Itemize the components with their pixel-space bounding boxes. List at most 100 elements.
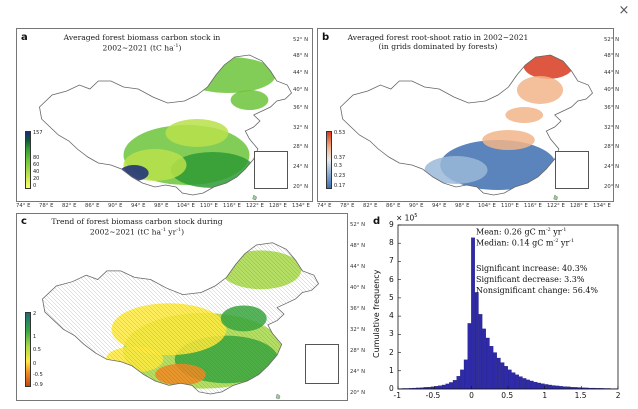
- panel-c-south-sea-inset: [305, 344, 339, 384]
- stat-nonsignificant-change: Nonsignificant change: 56.4%: [476, 286, 599, 295]
- panel-c-cb-label: -0.5: [33, 372, 43, 378]
- panel-a-title-line2: 2002~2021 (tC ha-1): [102, 43, 182, 53]
- histogram-bar: [515, 374, 519, 390]
- x-tick-label: 0: [469, 391, 474, 400]
- lon-label: 82° E: [363, 203, 378, 209]
- panel-b-cb-label: 0.17: [334, 183, 346, 189]
- histogram-bar: [496, 357, 501, 390]
- y-tick-label: 4: [389, 311, 394, 321]
- panel-b-cb-label: 0.23: [334, 173, 346, 179]
- lon-label: 94° E: [131, 203, 146, 209]
- panel-letter-a: a: [21, 32, 28, 43]
- panel-c-cb-label: 0: [33, 361, 37, 367]
- lat-label: 20° N: [604, 184, 620, 190]
- panel-b-south-sea-inset: [555, 151, 589, 189]
- histogram-bar: [526, 379, 530, 390]
- histogram-bar: [438, 385, 442, 390]
- lat-label: 32° N: [293, 125, 309, 131]
- histogram-bar: [500, 362, 505, 390]
- trend-map: [42, 242, 319, 400]
- lat-label: 36° N: [604, 105, 620, 111]
- panel-b-cb-label: 0.53: [334, 130, 346, 136]
- lat-label: 48° N: [604, 53, 620, 59]
- histogram-bar: [452, 380, 457, 390]
- panel-b-title-line2: (in grids dominated by forests): [378, 42, 498, 51]
- panel-a-cb-label: 40: [33, 169, 40, 175]
- x-tick-label: 1.5: [574, 391, 587, 400]
- histogram-bar: [551, 385, 556, 390]
- histogram-bar: [548, 384, 552, 390]
- histogram-bar: [533, 381, 538, 390]
- stat-significant-decrease: Significant decrease: 3.3%: [476, 275, 585, 284]
- histogram-plot: [397, 224, 619, 390]
- histogram-bar: [478, 314, 483, 390]
- panel-a-cb-label: 80: [33, 155, 40, 161]
- biomass-map: [39, 54, 292, 201]
- lon-label: 90° E: [409, 203, 424, 209]
- lon-label: 128° E: [570, 203, 588, 209]
- x-tick-label: 1: [542, 391, 548, 400]
- panel-c-colorbar: [25, 312, 31, 387]
- y-tick-label: 0: [389, 384, 394, 393]
- panel-c-cb-label: 0.5: [33, 347, 41, 353]
- lon-label: 116° E: [524, 203, 542, 209]
- panel-letter-d: d: [373, 216, 381, 227]
- histogram-bar: [537, 382, 541, 390]
- histogram-bar: [467, 323, 472, 390]
- histogram-bar: [445, 383, 450, 390]
- lon-label: 98° E: [154, 203, 169, 209]
- lat-label: 48° N: [293, 53, 309, 59]
- lon-label: 122° E: [246, 203, 264, 209]
- panel-a-cb-label: 157: [33, 130, 43, 136]
- histogram-bar: [518, 376, 523, 390]
- lon-label: 78° E: [39, 203, 54, 209]
- histogram-bar: [485, 337, 490, 390]
- panel-b-root-shoot-map: b Averaged forest root-shoot ratio in 20…: [317, 28, 614, 202]
- histogram-bar: [471, 237, 475, 390]
- y-tick-label: 3: [389, 329, 394, 339]
- lat-label: 52° N: [604, 37, 620, 43]
- lon-label: 110° E: [200, 203, 218, 209]
- lat-label: 32° N: [350, 327, 366, 333]
- lat-label: 44° N: [293, 70, 309, 76]
- y-tick-label: 8: [389, 238, 394, 248]
- lon-label: 128° E: [269, 203, 287, 209]
- panel-c-cb-label: -0.9: [33, 382, 43, 388]
- lon-label: 86° E: [386, 203, 401, 209]
- histogram-bar: [544, 384, 549, 390]
- lat-label: 40° N: [293, 87, 309, 93]
- histogram-bar: [507, 369, 512, 390]
- lat-label: 28° N: [604, 144, 620, 150]
- y-tick-label: 5: [389, 292, 394, 302]
- lon-label: 86° E: [85, 203, 100, 209]
- stat-significant-increase: Significant increase: 40.3%: [476, 264, 588, 273]
- lon-label: 74° E: [317, 203, 332, 209]
- histogram-bar: [555, 385, 560, 390]
- lat-label: 20° N: [293, 184, 309, 190]
- panel-a-cb-label: 0: [33, 183, 37, 189]
- y-tick-label: 9: [389, 220, 394, 229]
- lon-label: 94° E: [432, 203, 447, 209]
- histogram-bar: [522, 378, 527, 390]
- panel-c-trend-map: c Trend of forest biomass carbon stock d…: [16, 213, 348, 401]
- lat-label: 24° N: [350, 369, 366, 375]
- panel-c-title: Trend of forest biomass carbon stock dur…: [37, 217, 237, 237]
- panel-letter-c: c: [21, 216, 27, 227]
- lat-label: 32° N: [604, 125, 620, 131]
- lon-label: 90° E: [108, 203, 123, 209]
- lon-label: 116° E: [223, 203, 241, 209]
- close-icon[interactable]: ×: [618, 3, 630, 18]
- x-tick-label: 0.5: [501, 391, 514, 400]
- lat-label: 40° N: [350, 285, 366, 291]
- histogram-bar: [511, 372, 516, 390]
- histogram-bar: [482, 328, 486, 390]
- x-tick-label: 2: [615, 391, 621, 400]
- x-tick-label: -0.5: [425, 391, 441, 400]
- y-tick-label: 6: [389, 274, 394, 284]
- lon-label: 134° E: [292, 203, 310, 209]
- lat-label: 48° N: [350, 243, 366, 249]
- stat-median: Median: 0.14 gC m-2 yr-1: [476, 238, 575, 248]
- lat-label: 52° N: [350, 222, 366, 228]
- panel-b-cb-label: 0.37: [334, 155, 346, 161]
